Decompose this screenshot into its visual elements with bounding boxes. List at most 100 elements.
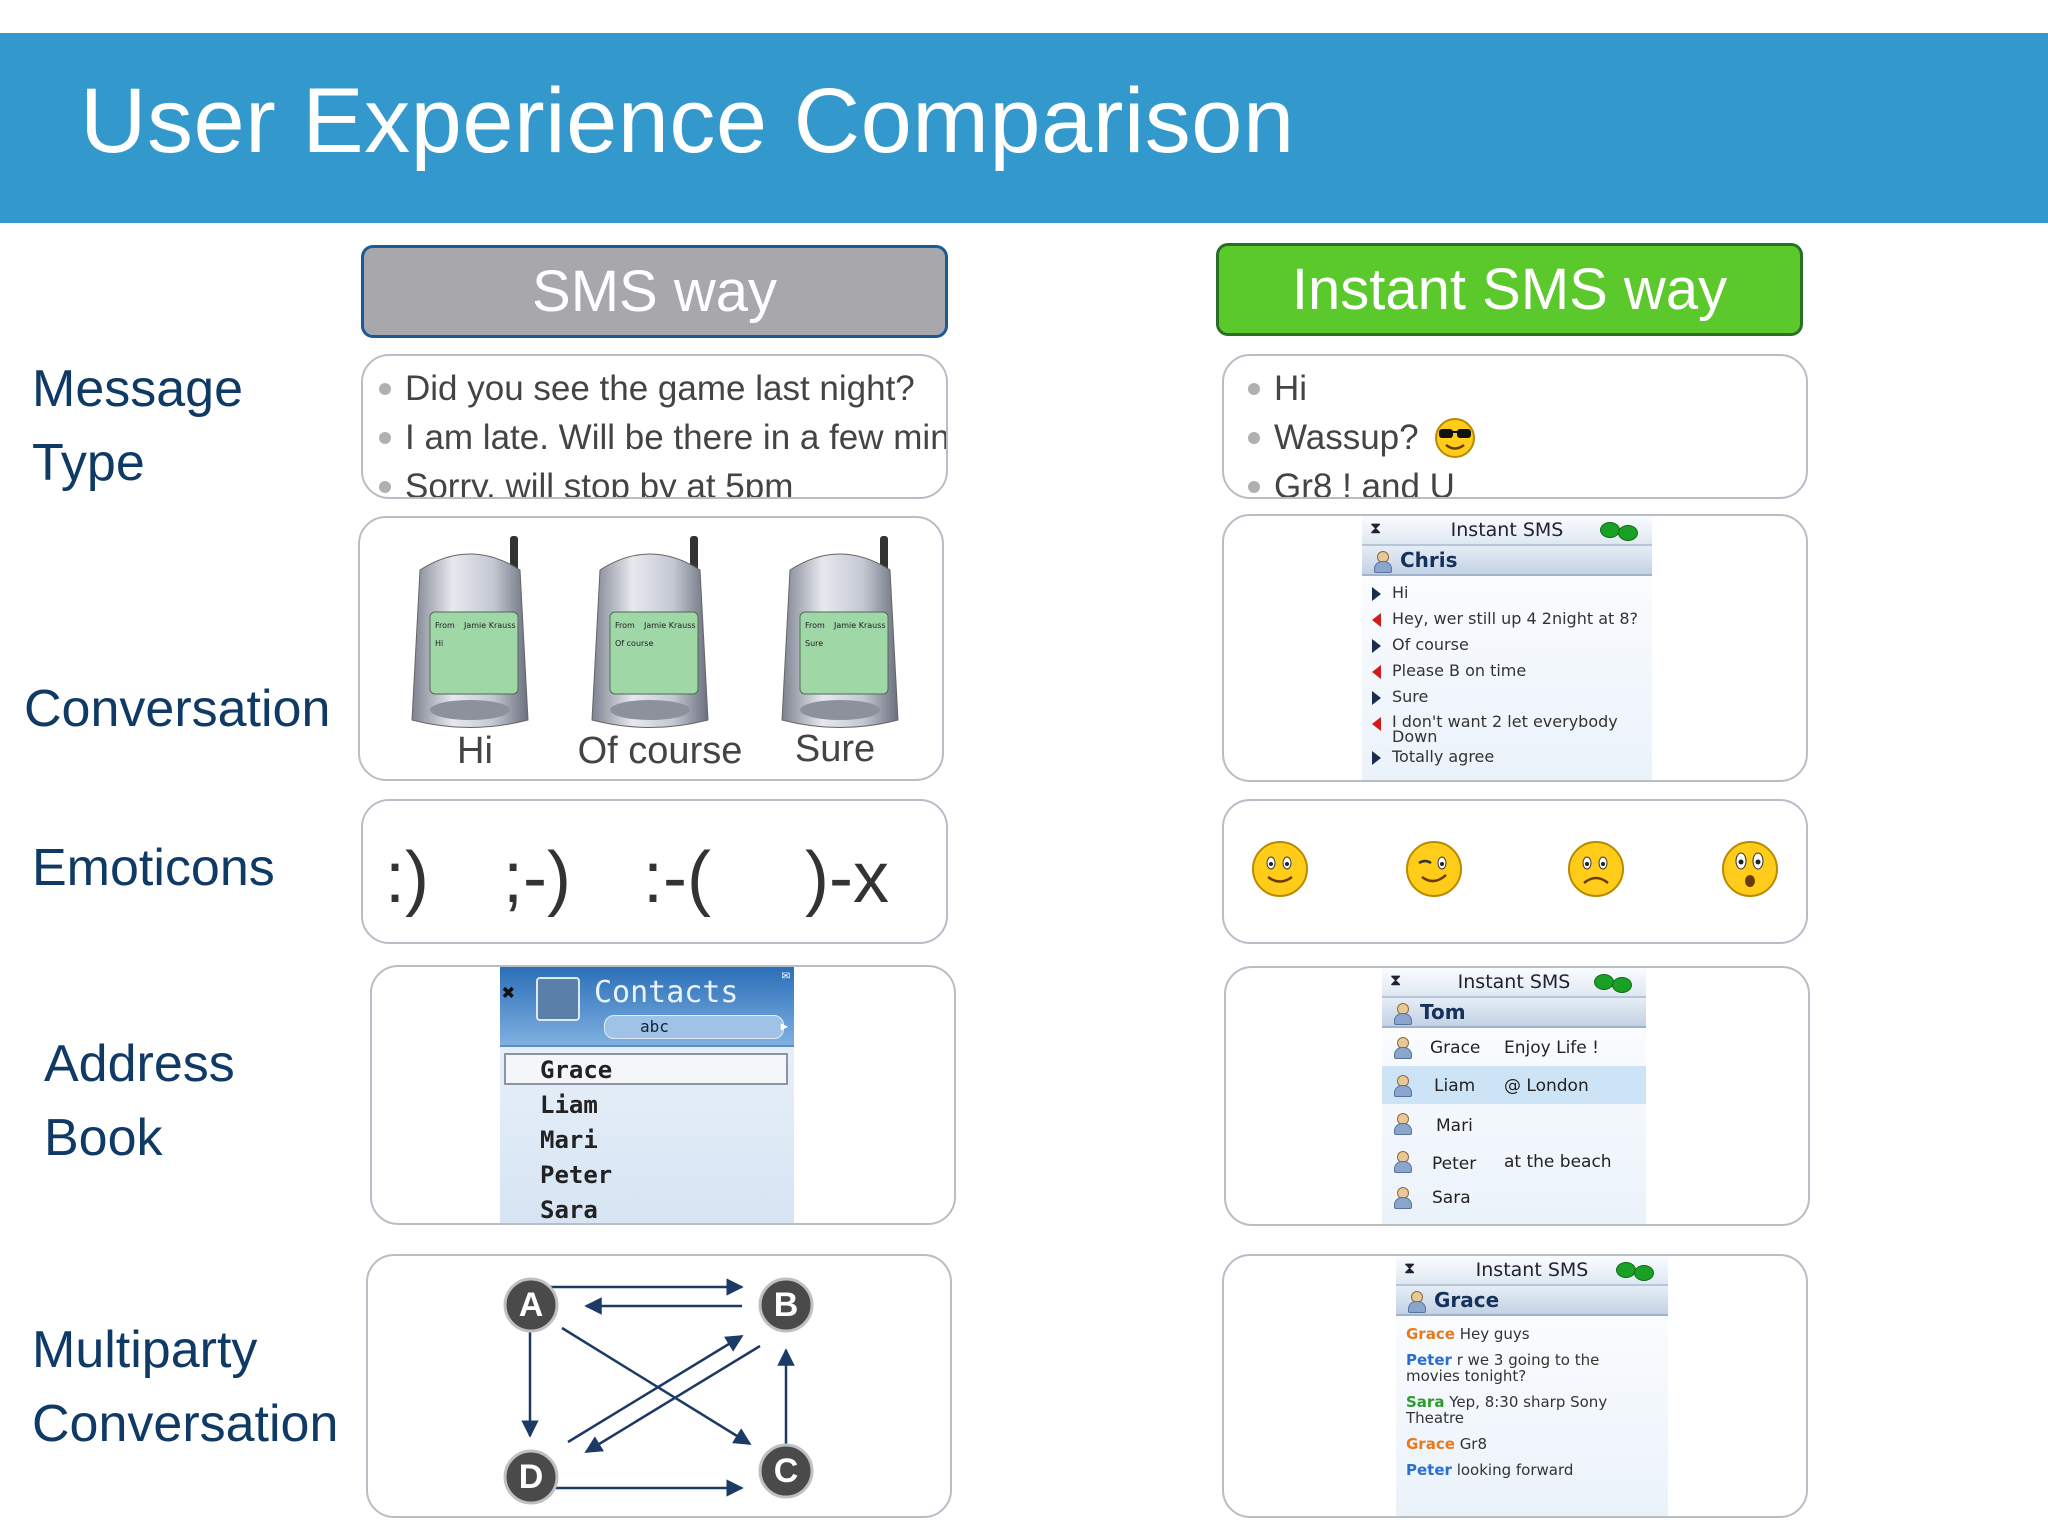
- group-msg-text-cont: movies tonight?: [1406, 1367, 1527, 1385]
- sms-multiparty-panel: A B C D: [366, 1254, 952, 1518]
- contact-status: at the beach: [1504, 1152, 1612, 1172]
- group-msg-1: Grace Hey guys: [1406, 1326, 1668, 1342]
- phone-3: From Jamie Krauss Sure: [781, 536, 899, 728]
- contact-person-icon: [1406, 1290, 1426, 1313]
- instant-contact-liam[interactable]: Liam @ London: [1382, 1066, 1646, 1104]
- contact-person-icon: [1392, 1150, 1412, 1173]
- instant-conversation-screen: ⧗ Instant SMS Chris Hi Hey, wer still up…: [1362, 516, 1652, 780]
- instant-message-3-text: Gr8 ! and U: [1274, 467, 1455, 499]
- sad-face-icon: [1568, 841, 1624, 897]
- incoming-arrow-icon: [1372, 717, 1381, 731]
- contact-item-liam[interactable]: Liam: [540, 1091, 598, 1119]
- chat-bubbles-icon: [1592, 972, 1636, 994]
- contacts-search-text: abc: [640, 1017, 669, 1036]
- group-msg-sender: Peter: [1406, 1461, 1452, 1479]
- contact-person-icon: [1392, 1112, 1412, 1135]
- contact-status: Enjoy Life !: [1504, 1038, 1599, 1058]
- phone-2-body: Of course: [615, 639, 653, 648]
- contacts-list: Grace Liam Mari Peter Sara: [540, 1053, 613, 1224]
- chat-line-6-cont: Down: [1392, 727, 1438, 746]
- node-c-label: C: [774, 1452, 799, 1490]
- sms-contacts-screen: ✖ Contacts ✉ abc ▶ Grace Liam Mari Peter…: [500, 967, 794, 1224]
- chat-line-3: Of course: [1362, 632, 1652, 658]
- contact-item-mari[interactable]: Mari: [540, 1126, 598, 1154]
- chat-line-1: Hi: [1362, 580, 1652, 606]
- sms-way-header: SMS way: [361, 245, 948, 338]
- incoming-arrow-icon: [1372, 613, 1381, 627]
- instant-message-3: Gr8 ! and U: [1248, 462, 1477, 499]
- chat-line-3-text: Of course: [1392, 635, 1469, 654]
- phone-1-from-label: From: [435, 621, 455, 630]
- bullet-icon: [1248, 431, 1260, 444]
- instant-contact-peter[interactable]: Peter at the beach: [1382, 1142, 1646, 1180]
- outgoing-arrow-icon: [1372, 751, 1381, 765]
- instant-contact-sara[interactable]: Sara: [1382, 1180, 1646, 1218]
- sms-message-1: Did you see the game last night?: [379, 364, 946, 413]
- cool-sunglasses-face-icon: [1434, 417, 1475, 458]
- node-d-label: D: [519, 1458, 544, 1496]
- group-msg-4: Grace Gr8: [1406, 1436, 1668, 1452]
- contacts-title: Contacts: [594, 975, 739, 1010]
- instant-message-2: Wassup?: [1248, 413, 1477, 462]
- text-emoticon-4: )-x: [805, 838, 889, 918]
- instant-contact-list: Grace Enjoy Life ! Liam @ London Mari Pe…: [1382, 1028, 1646, 1218]
- instant-multiparty-panel: ⧗ Instant SMS Grace Grace Hey guys Peter…: [1222, 1254, 1808, 1518]
- phone-1-from-name: Jamie Krauss: [463, 621, 516, 630]
- phone-2-caption: Of course: [577, 730, 743, 772]
- smile-face-icon: [1252, 841, 1308, 897]
- contact-name: Liam: [1434, 1076, 1476, 1096]
- instant-contact-mari[interactable]: Mari: [1382, 1104, 1646, 1142]
- close-icon[interactable]: ✖: [502, 981, 516, 1006]
- address-book-owner-bar: Tom: [1382, 998, 1646, 1028]
- sms-message-2: I am late. Will be there in a few min: [379, 413, 948, 462]
- node-b-icon: B: [758, 1277, 814, 1333]
- phone-2-from-name: Jamie Krauss: [643, 621, 696, 630]
- sms-address-book-panel: ✖ Contacts ✉ abc ▶ Grace Liam Mari Peter…: [370, 965, 956, 1225]
- instant-message-2-text: Wassup?: [1274, 418, 1419, 457]
- chat-line-5-text: Sure: [1392, 687, 1429, 706]
- contact-item-sara[interactable]: Sara: [540, 1196, 598, 1224]
- contact-person-icon: [1372, 550, 1392, 573]
- instant-address-book-screen: ⧗ Instant SMS Tom Grace Enjoy Life ! Lia…: [1382, 968, 1646, 1224]
- contacts-search-field[interactable]: [604, 1015, 784, 1039]
- conversation-contact-bar: Chris: [1362, 546, 1652, 576]
- sms-message-2-text: I am late. Will be there in a few min: [405, 418, 948, 457]
- contact-person-icon: [1392, 1074, 1412, 1097]
- contact-item-peter[interactable]: Peter: [540, 1161, 613, 1189]
- label-message-type-line1: Message: [32, 360, 243, 418]
- instant-app-title: Instant SMS: [1450, 519, 1564, 541]
- group-msg-text: Hey guys: [1459, 1325, 1530, 1343]
- node-c-icon: C: [758, 1443, 814, 1499]
- bullet-icon: [379, 480, 391, 493]
- group-chat-contact-bar: Grace: [1396, 1286, 1668, 1316]
- multiparty-arrows: [521, 1278, 795, 1497]
- label-address-book-line2: Book: [44, 1109, 163, 1167]
- node-a-icon: A: [503, 1277, 559, 1333]
- bullet-icon: [379, 382, 391, 395]
- incoming-arrow-icon: [1372, 665, 1381, 679]
- contact-name: Peter: [1432, 1154, 1477, 1174]
- contact-selected-highlight: [504, 1053, 788, 1085]
- node-b-label: B: [774, 1286, 799, 1324]
- label-conversation: Conversation: [24, 680, 331, 738]
- contact-item-grace[interactable]: Grace: [540, 1056, 613, 1084]
- instant-address-book-panel: ⧗ Instant SMS Tom Grace Enjoy Life ! Lia…: [1224, 966, 1810, 1226]
- group-msg-text-cont: Theatre: [1406, 1409, 1465, 1427]
- instant-contact-grace[interactable]: Grace Enjoy Life !: [1382, 1028, 1646, 1066]
- group-msg-text: looking forward: [1456, 1461, 1574, 1479]
- instant-emoticons-panel: [1222, 799, 1808, 944]
- chat-line-4: Please B on time: [1362, 658, 1652, 684]
- chat-line-2-text: Hey, wer still up 4 2night at 8?: [1392, 609, 1639, 628]
- group-msg-text: r we 3 going to the: [1456, 1351, 1600, 1369]
- group-msg-sender: Peter: [1406, 1351, 1452, 1369]
- hourglass-icon: ⧗: [1404, 1258, 1416, 1277]
- contact-person-icon: [1392, 1186, 1412, 1209]
- envelope-icon: ✉: [781, 967, 790, 983]
- chat-line-7-text: Totally agree: [1392, 747, 1495, 766]
- node-a-label: A: [519, 1286, 544, 1324]
- wink-face-icon: [1406, 841, 1462, 897]
- instant-group-chat-screen: ⧗ Instant SMS Grace Grace Hey guys Peter…: [1396, 1256, 1668, 1516]
- surprised-face-icon: [1722, 841, 1778, 897]
- multiparty-diagram: [521, 1278, 795, 1497]
- instant-sms-way-header: Instant SMS way: [1216, 243, 1803, 336]
